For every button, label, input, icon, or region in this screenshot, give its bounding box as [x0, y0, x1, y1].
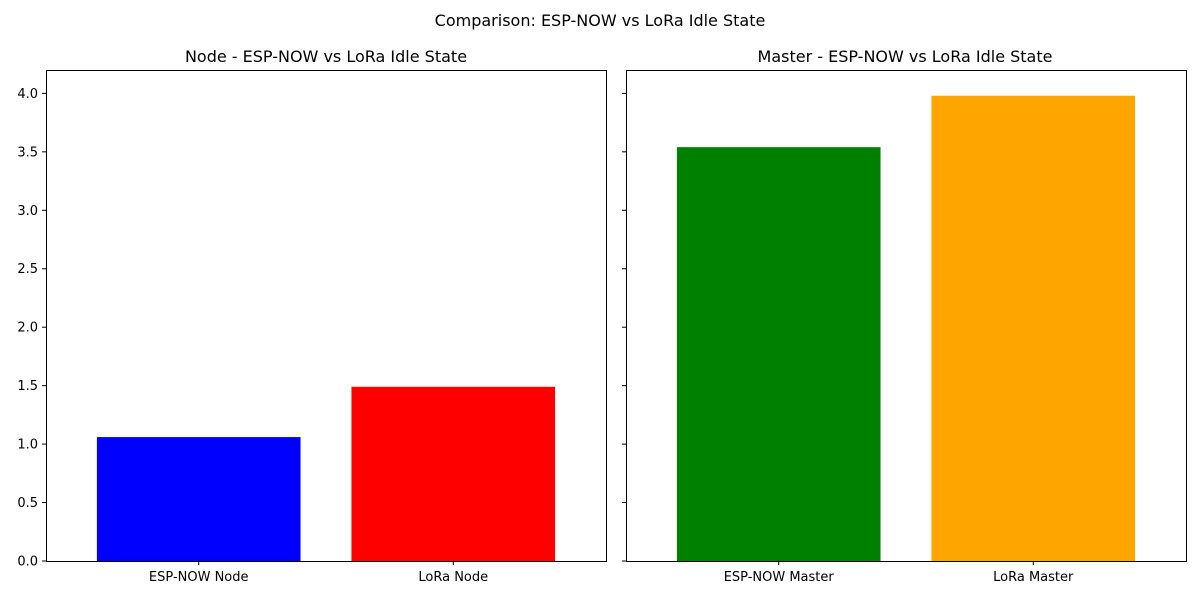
- bars-master: [676, 95, 1136, 561]
- x-axis-node: ESP-NOW Node LoRa Node: [149, 561, 488, 585]
- x-tick-label: LoRa Node: [418, 570, 488, 585]
- axes-frame-master: [626, 70, 1187, 562]
- y-tick-label: 2.5: [17, 262, 38, 277]
- y-axis-node: 0.0 0.5 1.0 1.5 2.0 2.5 3.0 3.5 4.0: [17, 87, 46, 570]
- bar-lora-node: [351, 386, 556, 561]
- bar-lora-master: [931, 95, 1136, 561]
- x-tick-label: ESP-NOW Master: [724, 570, 835, 585]
- x-tick-label: LoRa Master: [993, 570, 1074, 585]
- y-tick-label: 3.5: [17, 145, 38, 160]
- axes-frame-node: [46, 70, 607, 562]
- chart-panel-master: Master - ESP-NOW vs LoRa Idle State ESP-…: [622, 47, 1187, 585]
- y-tick-label: 1.5: [17, 379, 38, 394]
- y-tick-label: 3.0: [17, 204, 38, 219]
- y-axis-master: [622, 92, 626, 562]
- x-tick-label: ESP-NOW Node: [149, 570, 249, 585]
- y-tick-label: 0.5: [17, 496, 38, 511]
- x-axis-master: ESP-NOW Master LoRa Master: [724, 561, 1074, 585]
- chart-title-node: Node - ESP-NOW vs LoRa Idle State: [185, 47, 467, 66]
- bar-esp-now-node: [96, 437, 301, 561]
- y-tick-label: 2.0: [17, 321, 38, 336]
- chart-panel-node: Node - ESP-NOW vs LoRa Idle State 0.0 0.5…: [17, 47, 607, 585]
- figure-suptitle: Comparison: ESP-NOW vs LoRa Idle State: [435, 11, 766, 30]
- y-tick-label: 1.0: [17, 438, 38, 453]
- bars-node: [96, 386, 556, 561]
- y-tick-label: 0.0: [17, 555, 38, 570]
- chart-title-master: Master - ESP-NOW vs LoRa Idle State: [758, 47, 1053, 66]
- bar-esp-now-master: [676, 147, 881, 561]
- y-tick-label: 4.0: [17, 87, 38, 102]
